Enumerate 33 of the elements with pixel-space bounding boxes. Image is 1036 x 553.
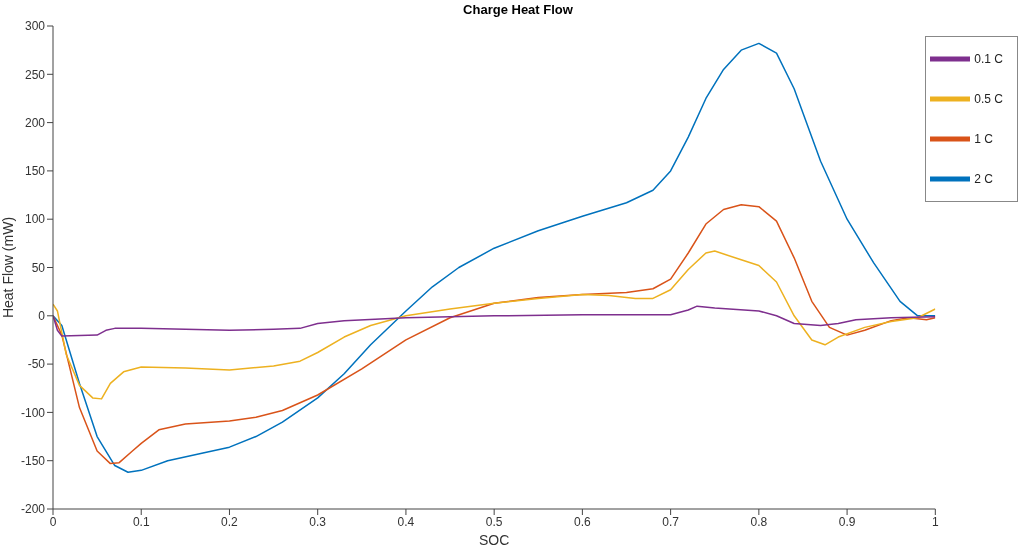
y-tick-label: 250 bbox=[24, 67, 46, 82]
x-tick-label: 0.3 bbox=[309, 514, 327, 529]
legend-label: 0.1 C bbox=[974, 52, 1003, 67]
legend-label: 0.5 C bbox=[974, 92, 1003, 107]
x-tick-label: 0.7 bbox=[662, 514, 680, 529]
x-axis-title: SOC bbox=[478, 532, 510, 548]
y-tick-label: 200 bbox=[24, 115, 46, 130]
y-tick-label: -150 bbox=[20, 453, 46, 468]
y-tick-label: 150 bbox=[24, 164, 46, 179]
x-tick-label: 0.1 bbox=[132, 514, 150, 529]
legend-label: 2 C bbox=[974, 172, 993, 187]
x-tick-label: 0 bbox=[49, 514, 57, 529]
x-tick-label: 0.4 bbox=[397, 514, 415, 529]
y-tick-label: -100 bbox=[20, 405, 46, 420]
line-series bbox=[53, 250, 936, 400]
y-tick-label: 0 bbox=[38, 309, 46, 324]
x-tick-label: 0.5 bbox=[485, 514, 503, 529]
y-tick-label: -50 bbox=[27, 357, 46, 372]
x-tick-label: 0.6 bbox=[574, 514, 592, 529]
y-axis-title: Heat Flow (mW) bbox=[0, 216, 16, 319]
y-tick-label: 50 bbox=[31, 260, 46, 275]
x-tick-label: 0.9 bbox=[838, 514, 856, 529]
line-series bbox=[53, 203, 936, 465]
y-tick-label: 300 bbox=[24, 19, 46, 34]
y-tick-label: -200 bbox=[20, 502, 46, 517]
x-tick-label: 0.8 bbox=[750, 514, 768, 529]
x-tick-label: 0.2 bbox=[221, 514, 239, 529]
x-tick-label: 1 bbox=[931, 514, 939, 529]
y-tick-label: 100 bbox=[24, 212, 46, 227]
line-series bbox=[53, 42, 936, 474]
legend-label: 1 C bbox=[974, 132, 993, 147]
line-series bbox=[53, 305, 936, 337]
chart-title: Charge Heat Flow bbox=[462, 2, 574, 17]
